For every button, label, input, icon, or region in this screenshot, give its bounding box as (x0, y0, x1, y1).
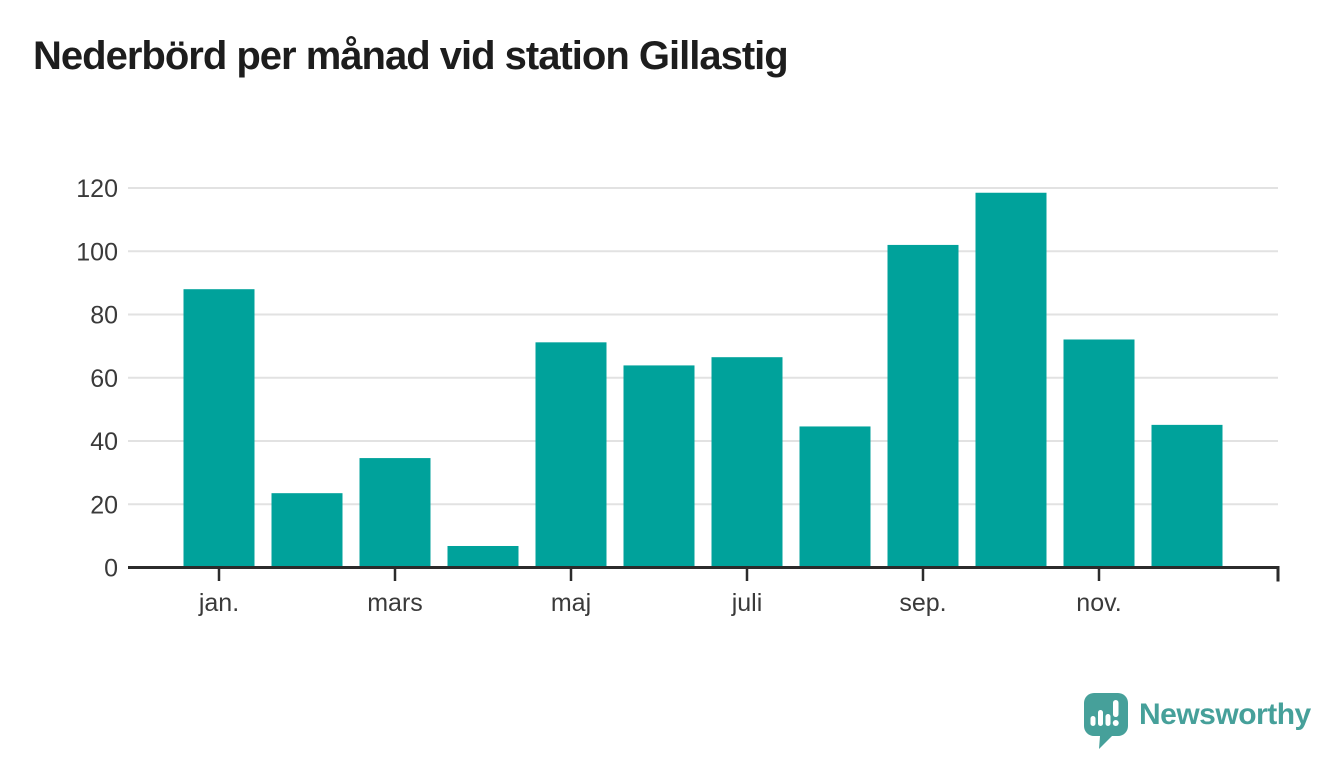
x-axis-tick-label: juli (731, 589, 763, 617)
x-axis-tick-label: jan. (198, 589, 239, 617)
y-axis-tick-label: 0 (104, 555, 118, 583)
chart-title: Nederbörd per månad vid station Gillasti… (33, 34, 789, 78)
bar-sep (887, 244, 959, 568)
bar-dec (1151, 424, 1223, 568)
bar-feb (271, 493, 343, 568)
y-axis-tick-label: 100 (76, 238, 118, 266)
newsworthy-logo[interactable]: Newsworthy (1082, 691, 1311, 750)
bar-maj (535, 342, 607, 568)
bar-nov (1063, 339, 1135, 568)
x-axis-tick-label: nov. (1076, 589, 1121, 617)
y-axis-tick-label: 20 (90, 491, 118, 519)
bar-jan (183, 289, 255, 568)
bar-apr (447, 545, 519, 568)
x-axis-tick-label: mars (367, 589, 423, 617)
y-axis-tick-label: 120 (76, 175, 118, 203)
y-axis-tick-label: 60 (90, 365, 118, 393)
bar-aug (799, 426, 871, 568)
bar-mars (359, 458, 431, 568)
bar-okt (975, 192, 1047, 568)
bar-chart: 0 20 40 60 80 100 120 jan. mars maj juli sep. nov. (76, 175, 1280, 617)
x-axis-tick-label: sep. (899, 589, 946, 617)
newsworthy-bubble-chart-icon (1084, 693, 1128, 749)
x-axis-tick-label: maj (551, 589, 591, 617)
bar-juli (711, 357, 783, 568)
bar-juni (623, 365, 695, 568)
y-axis-tick-label: 80 (90, 302, 118, 330)
y-axis-tick-label: 40 (90, 428, 118, 456)
newsworthy-wordmark: Newsworthy (1139, 698, 1311, 731)
